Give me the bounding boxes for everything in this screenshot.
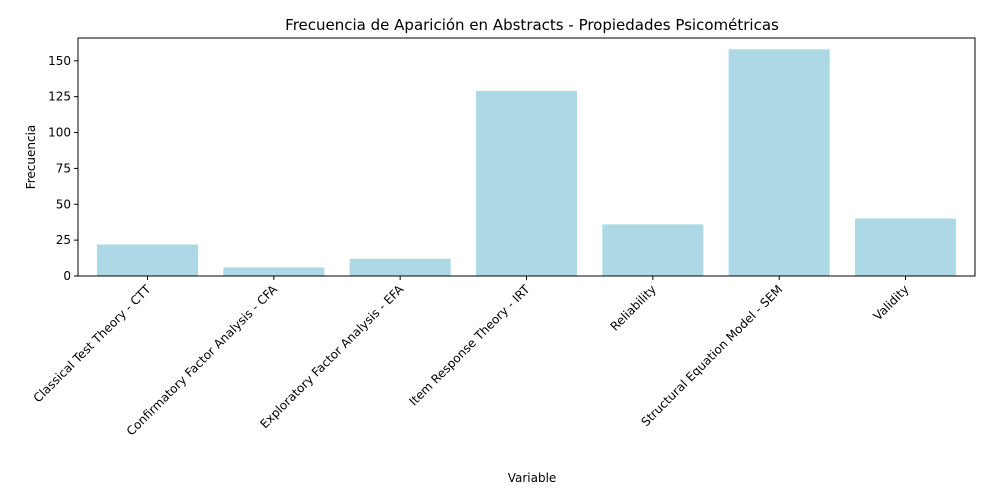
bar-4 [602,224,704,276]
bars-group [96,49,957,277]
bar-0 [96,244,199,276]
y-tick-label-1: 25 [56,233,71,247]
bar-6 [854,218,957,276]
bar-3 [475,90,578,276]
y-axis-label: Frecuencia [24,125,38,190]
y-tick-label-3: 75 [56,161,71,175]
y-axis: 0 25 50 75 100 125 150 [48,54,78,283]
bar-5 [728,49,830,277]
x-tick-label-3: Item Response Theory - IRT [406,282,533,409]
x-tick-label-5: Structural Equation Model - SEM [638,282,785,429]
bar-1 [223,267,325,276]
chart-title: Frecuencia de Aparición en Abstracts - P… [285,16,779,34]
x-tick-label-1: Confirmatory Factor Analysis - CFA [124,282,281,439]
x-tick-label-4: Reliability [608,282,659,333]
y-tick-label-6: 150 [48,54,71,68]
y-tick-label-0: 0 [63,269,71,283]
bar-2 [349,258,451,276]
x-tick-label-2: Exploratory Factor Analysis - EFA [257,282,407,432]
x-axis: Classical Test Theory - CTTConfirmatory … [31,276,912,438]
y-tick-label-2: 50 [56,197,71,211]
x-axis-label: Variable [508,471,557,485]
x-tick-label-6: Validity [871,282,912,323]
x-tick-label-0: Classical Test Theory - CTT [31,282,154,405]
y-tick-label-5: 125 [48,90,71,104]
y-tick-label-4: 100 [48,126,71,140]
